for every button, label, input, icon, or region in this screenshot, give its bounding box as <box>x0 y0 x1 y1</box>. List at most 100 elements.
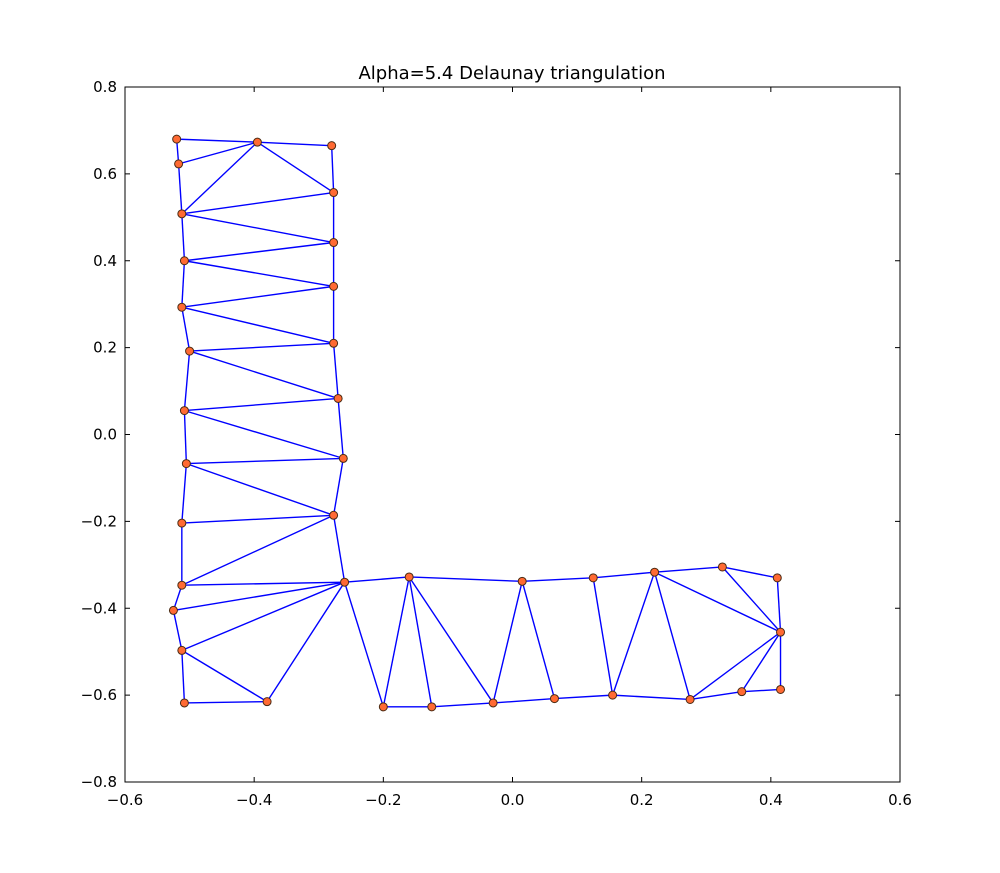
data-point <box>329 338 339 348</box>
y-tick-label: −0.8 <box>81 773 117 791</box>
y-axis-ticks: 0.8 0.6 0.4 0.2 0.0 −0.2 −0.4 −0.6 −0.8 <box>81 78 900 791</box>
data-point <box>329 238 339 248</box>
triangulation-edge <box>189 350 339 400</box>
triangulation-edge <box>382 576 410 707</box>
triangulation-edge <box>611 571 656 696</box>
x-tick-label: 0.2 <box>630 791 654 809</box>
data-point <box>179 406 189 416</box>
data-point <box>329 188 339 198</box>
triangulation-edge <box>330 145 335 193</box>
triangulation-edge <box>654 566 723 573</box>
triangulation-edge <box>776 577 782 633</box>
triangulation-edge <box>408 576 433 707</box>
triangulation-edge <box>408 576 494 704</box>
x-tick-label: −0.4 <box>236 791 272 809</box>
data-point <box>588 573 598 583</box>
triangulation-edge <box>741 688 781 693</box>
triangulation-edge <box>181 581 345 586</box>
triangulation-edge <box>554 694 613 700</box>
triangulation-edge <box>172 610 183 651</box>
triangulation-edge <box>181 514 334 524</box>
triangulation-edge <box>184 409 344 460</box>
data-point <box>252 137 262 147</box>
triangulation-edge <box>181 285 334 308</box>
triangulation-edge <box>184 260 334 288</box>
triangulation-edge <box>183 410 188 464</box>
triangulation-edge <box>177 163 183 214</box>
triangulation-edge <box>522 577 594 583</box>
triangulation-edge <box>181 649 268 703</box>
triangulation-edge <box>343 581 385 708</box>
triangulation-edge <box>344 576 410 583</box>
data-point <box>185 346 195 356</box>
triangulation-edge <box>409 576 523 583</box>
chart-title: Alpha=5.4 Delaunay triangulation <box>358 63 665 84</box>
x-tick-label: 0.0 <box>501 791 525 809</box>
data-point <box>181 459 191 469</box>
y-tick-label: −0.2 <box>81 512 117 530</box>
y-tick-label: 0.8 <box>93 78 117 96</box>
triangulation-edge <box>257 141 334 194</box>
triangulation-edge <box>612 694 691 701</box>
triangulation-edge <box>181 514 334 586</box>
data-point <box>772 573 782 583</box>
data-point <box>608 690 618 700</box>
x-tick-label: −0.6 <box>107 791 143 809</box>
triangulation-edges <box>172 138 782 708</box>
data-point <box>650 567 660 577</box>
data-point <box>737 687 747 697</box>
triangulation-edge <box>178 141 258 165</box>
triangulation-edge <box>332 458 344 516</box>
triangulation-edge <box>184 700 268 704</box>
data-point <box>179 256 189 266</box>
y-tick-label: −0.6 <box>81 686 117 704</box>
triangulation-edge <box>184 397 339 412</box>
triangulation-edge <box>654 571 781 633</box>
data-points <box>168 134 786 712</box>
triangulation-edge <box>181 650 186 703</box>
data-point <box>404 572 414 582</box>
triangulation-edge <box>332 515 346 583</box>
data-point <box>427 702 437 712</box>
y-tick-label: 0.2 <box>93 339 117 357</box>
data-point <box>378 702 388 712</box>
triangulation-edge <box>337 398 344 459</box>
triangulation-edge <box>521 581 556 699</box>
triangulation-edge <box>189 342 334 352</box>
y-tick-label: 0.6 <box>93 165 117 183</box>
triangulation-edge <box>181 213 186 261</box>
data-point <box>174 159 184 169</box>
triangulation-edge <box>689 690 742 701</box>
triangulation-edge <box>181 463 188 524</box>
triangulation-edge <box>722 566 778 579</box>
y-tick-label: 0.4 <box>93 252 117 270</box>
triangulation-edge <box>181 307 191 352</box>
data-point <box>177 209 187 219</box>
triangulation-edge <box>592 577 614 696</box>
triangulation-edge <box>186 462 334 516</box>
triangulation-edge <box>431 702 494 708</box>
data-point <box>168 605 178 615</box>
triangulation-edge <box>173 581 345 612</box>
triangulation-edge <box>266 581 346 703</box>
data-point <box>685 694 695 704</box>
data-point <box>549 694 559 704</box>
data-point <box>517 576 527 586</box>
data-point <box>338 453 348 463</box>
data-point <box>488 698 498 708</box>
data-point <box>177 302 187 312</box>
data-point <box>776 684 786 694</box>
triangulation-edge <box>493 697 555 704</box>
x-tick-label: 0.6 <box>888 791 912 809</box>
triangulation-edge <box>181 141 258 215</box>
data-point <box>717 562 727 572</box>
data-point <box>329 510 339 520</box>
y-tick-label: 0.0 <box>93 426 117 444</box>
data-point <box>329 281 339 291</box>
triangulation-edge <box>183 351 191 411</box>
x-axis-ticks: −0.6 −0.4 −0.2 0.0 0.2 0.4 0.6 <box>107 87 912 809</box>
data-point <box>333 393 343 403</box>
triangulation-edge <box>689 631 781 701</box>
